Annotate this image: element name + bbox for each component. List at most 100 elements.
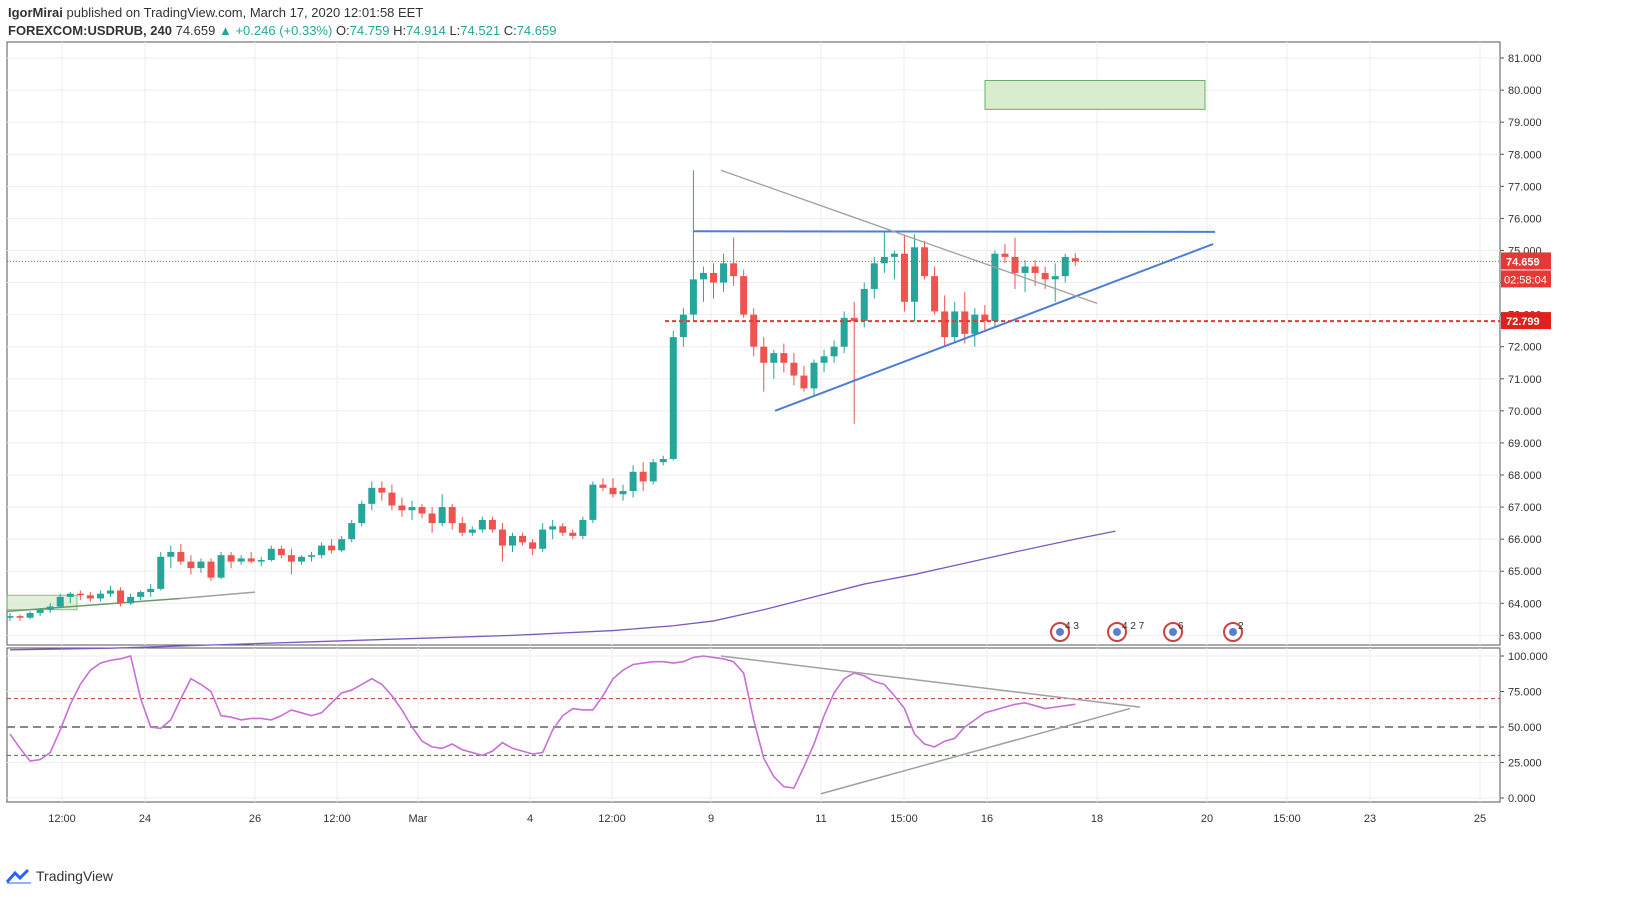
y-tick-label: 72.000 bbox=[1508, 342, 1542, 354]
footer-brand[interactable]: TradingView bbox=[6, 868, 113, 884]
candle bbox=[368, 481, 376, 511]
osc-tick-label: 0.000 bbox=[1508, 793, 1536, 805]
candle bbox=[147, 584, 155, 597]
y-tick-label: 70.000 bbox=[1508, 406, 1542, 418]
candle-body bbox=[579, 519, 587, 536]
candle bbox=[639, 462, 647, 492]
brand-label: TradingView bbox=[36, 868, 114, 884]
candle bbox=[207, 558, 215, 581]
candle bbox=[619, 484, 627, 501]
candle-body bbox=[247, 558, 255, 562]
candle bbox=[86, 592, 94, 602]
oscillator-pane bbox=[6, 647, 1501, 803]
candle-body bbox=[318, 545, 326, 556]
author-name[interactable]: IgorMirai bbox=[8, 5, 63, 20]
candle bbox=[157, 551, 165, 591]
candle-body bbox=[780, 353, 788, 363]
flag-dot bbox=[1113, 628, 1121, 636]
x-tick-label: 12:00 bbox=[323, 813, 351, 825]
candle bbox=[76, 590, 84, 601]
moving-average-line bbox=[9, 530, 1116, 651]
candle-body bbox=[207, 561, 215, 578]
candle bbox=[810, 359, 818, 395]
candle bbox=[830, 340, 838, 363]
candle-body bbox=[297, 556, 305, 562]
descending-trendline bbox=[720, 169, 1098, 305]
candle bbox=[468, 526, 476, 536]
candle-body bbox=[740, 276, 748, 315]
symbol-title: FOREXCOM:USDRUB, 240 bbox=[8, 23, 172, 38]
y-tick-label: 76.000 bbox=[1508, 213, 1542, 225]
event-flag-label: 6 bbox=[1178, 621, 1184, 632]
candle-body bbox=[549, 526, 557, 530]
candle bbox=[921, 240, 929, 280]
candle bbox=[559, 523, 567, 536]
candle bbox=[177, 543, 185, 565]
candle-body bbox=[86, 595, 94, 599]
candle bbox=[257, 556, 265, 567]
candle-body bbox=[890, 253, 898, 257]
candle-body bbox=[127, 596, 135, 604]
candle bbox=[850, 301, 858, 424]
x-tick-label: 26 bbox=[249, 813, 261, 825]
candle bbox=[800, 365, 808, 392]
candle-body bbox=[478, 519, 486, 530]
candle-body bbox=[227, 555, 235, 562]
candle-body bbox=[720, 263, 728, 283]
x-tick-label: 20 bbox=[1201, 813, 1213, 825]
candle bbox=[860, 282, 868, 328]
candle bbox=[579, 516, 587, 540]
candle bbox=[398, 497, 406, 517]
candle bbox=[66, 592, 74, 604]
candle-body bbox=[1051, 276, 1059, 280]
x-tick-label: 15:00 bbox=[890, 813, 918, 825]
candle-body bbox=[408, 507, 416, 511]
last-price-tag bbox=[1501, 252, 1551, 270]
chart-header: IgorMirai published on TradingView.com, … bbox=[8, 4, 556, 40]
candle bbox=[36, 608, 44, 617]
candle bbox=[338, 535, 346, 552]
x-tick-label: 15:00 bbox=[1273, 813, 1301, 825]
candle-body bbox=[619, 491, 627, 495]
y-tick-label: 80.000 bbox=[1508, 85, 1542, 97]
candle-body bbox=[961, 311, 969, 334]
candle-body bbox=[267, 548, 275, 561]
candle-body bbox=[197, 561, 205, 569]
candle-body bbox=[498, 529, 506, 546]
candle-body bbox=[488, 519, 496, 530]
candle-body bbox=[900, 253, 908, 302]
candle-body bbox=[710, 272, 717, 283]
candle-body bbox=[1021, 266, 1029, 273]
candle-body bbox=[328, 545, 336, 551]
candle bbox=[408, 500, 416, 520]
candle-body bbox=[971, 314, 979, 334]
candle-body bbox=[287, 555, 295, 562]
candle bbox=[478, 516, 486, 533]
candle bbox=[247, 551, 255, 564]
y-tick-label: 69.000 bbox=[1508, 438, 1542, 450]
osc-tick-label: 25.000 bbox=[1508, 758, 1542, 770]
event-flag-icon bbox=[1050, 622, 1070, 642]
candle-body bbox=[750, 314, 758, 347]
candle-body bbox=[820, 356, 828, 363]
candle-body bbox=[850, 317, 858, 322]
candle-body bbox=[388, 492, 396, 506]
osc-tick-label: 50.000 bbox=[1508, 722, 1542, 734]
open-label: O: bbox=[335, 23, 350, 38]
x-tick-label: 12:00 bbox=[598, 813, 626, 825]
candle bbox=[428, 507, 436, 533]
candle bbox=[689, 170, 697, 322]
event-flag-label: 2 bbox=[1238, 621, 1244, 632]
y-tick-label: 77.000 bbox=[1508, 181, 1542, 193]
x-tick-label: 24 bbox=[139, 813, 151, 825]
countdown-label: 02:58:04 bbox=[1504, 274, 1547, 286]
event-flag-icon bbox=[1163, 622, 1183, 642]
y-tick-label: 81.000 bbox=[1508, 53, 1542, 65]
candle bbox=[46, 603, 54, 613]
candle-body bbox=[26, 612, 34, 618]
candle-body bbox=[800, 375, 808, 389]
last-price: 74.659 bbox=[175, 23, 216, 38]
y-tick-label: 79.000 bbox=[1508, 117, 1542, 129]
candle-body bbox=[1041, 272, 1049, 280]
